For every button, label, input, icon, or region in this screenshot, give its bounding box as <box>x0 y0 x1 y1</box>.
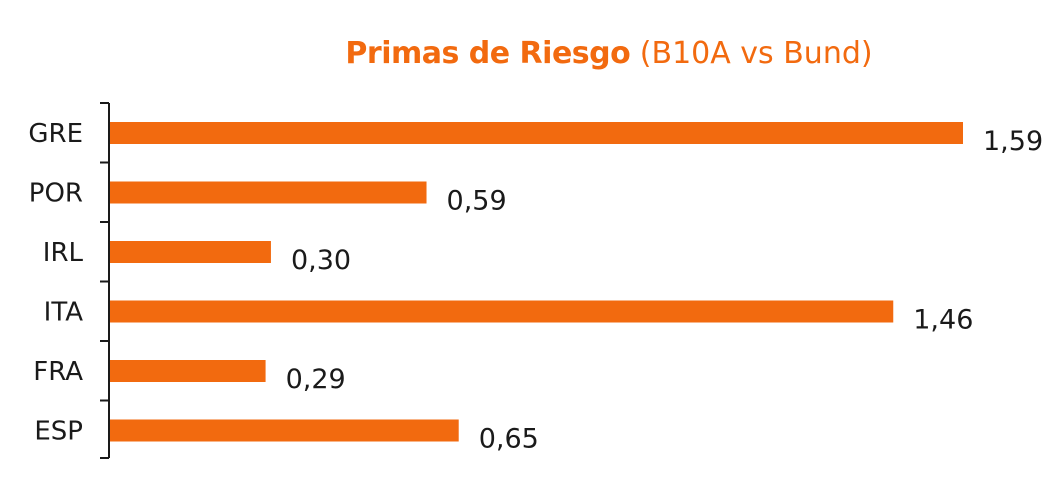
bar-gre <box>110 122 963 144</box>
axis-layer <box>100 102 110 459</box>
category-label-gre: GRE <box>28 119 83 149</box>
chart-title: Primas de Riesgo (B10A vs Bund) <box>0 36 1048 71</box>
category-label-esp: ESP <box>34 417 83 447</box>
labels-layer: GRE 1,59 POR 0,59 IRL 0,30 ITA 1,46 FRA 0,29 ESP 0,… <box>28 119 1043 455</box>
value-label-irl: 0,30 <box>291 245 351 276</box>
bar-irl <box>110 241 271 263</box>
bars-layer <box>110 122 963 442</box>
value-label-ita: 1,46 <box>913 305 973 336</box>
value-label-gre: 1,59 <box>983 126 1043 157</box>
value-label-fra: 0,29 <box>286 364 346 395</box>
chart-title-main: Primas de Riesgo <box>345 36 631 71</box>
category-label-irl: IRL <box>43 238 84 268</box>
chart-subtitle: (B10A vs Bund) <box>639 36 873 71</box>
value-label-esp: 0,65 <box>479 424 539 455</box>
bar-fra <box>110 360 266 382</box>
category-label-fra: FRA <box>33 357 83 387</box>
value-label-por: 0,59 <box>447 186 507 217</box>
category-label-por: POR <box>29 179 83 209</box>
category-label-ita: ITA <box>44 298 84 328</box>
bar-ita <box>110 300 894 323</box>
bar-por <box>110 181 427 204</box>
bar-esp <box>110 419 459 442</box>
